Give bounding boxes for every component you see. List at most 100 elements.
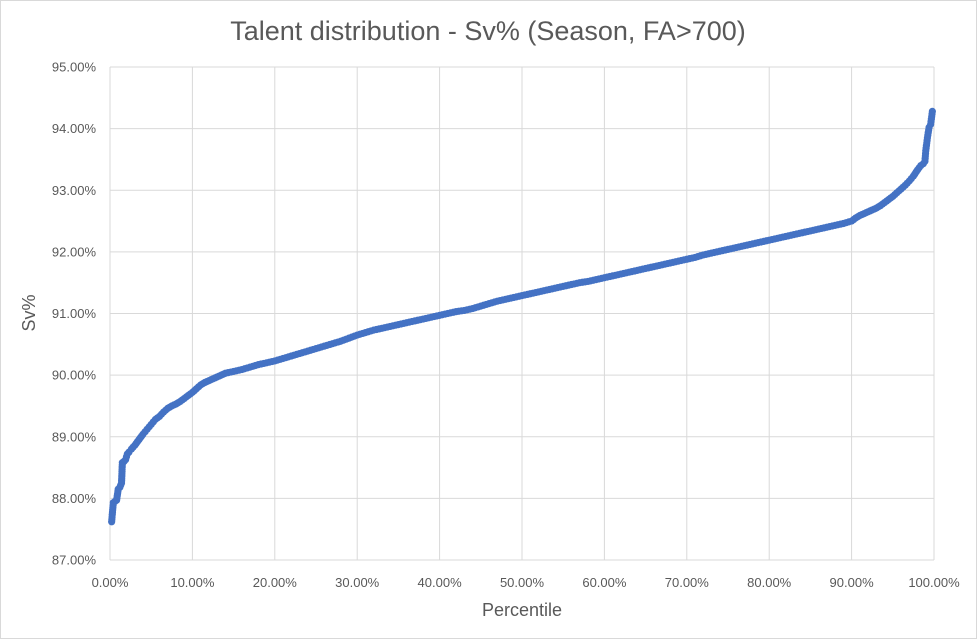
data-point — [367, 327, 375, 335]
y-tick-label: 90.00% — [52, 368, 97, 383]
data-point — [915, 164, 923, 172]
data-point — [114, 487, 122, 495]
y-tick-label: 91.00% — [52, 306, 97, 321]
x-tick-label: 100.00% — [908, 575, 960, 590]
y-axis-tick-labels: 87.00% 88.00% 89.00% 90.00% 91.00% 92.00% 93.0… — [52, 60, 97, 568]
data-point — [762, 237, 771, 245]
y-tick-label: 88.00% — [52, 491, 97, 506]
data-point — [109, 501, 117, 509]
y-tick-label: 94.00% — [52, 121, 97, 136]
data-point — [350, 332, 359, 340]
data-point — [507, 294, 515, 302]
data-point — [565, 281, 573, 289]
data-point — [284, 353, 293, 361]
data-point — [293, 350, 301, 358]
data-point — [787, 231, 795, 239]
data-point — [771, 235, 779, 243]
y-tick-label: 92.00% — [52, 244, 97, 259]
data-point — [317, 343, 326, 351]
x-tick-label: 50.00% — [500, 575, 545, 590]
data-point — [928, 110, 936, 118]
data-point — [474, 303, 482, 311]
data-point — [820, 224, 828, 232]
data-point — [383, 323, 392, 331]
data-point — [400, 319, 408, 327]
data-point — [499, 296, 507, 304]
data-point — [738, 242, 746, 250]
data-point — [606, 272, 614, 281]
data-point — [663, 259, 672, 268]
data-point — [729, 244, 738, 252]
y-tick-label: 95.00% — [52, 60, 97, 75]
data-point — [433, 312, 441, 320]
x-tick-label: 70.00% — [665, 575, 710, 590]
data-point — [556, 283, 565, 291]
x-axis-title: Percentile — [482, 600, 562, 620]
data-point — [639, 265, 647, 273]
data-point — [598, 274, 606, 282]
data-point — [342, 335, 350, 343]
x-tick-label: 30.00% — [335, 575, 380, 590]
data-point — [921, 149, 930, 158]
data-point — [392, 321, 400, 329]
data-point — [425, 314, 433, 322]
data-point — [680, 256, 688, 264]
data-point — [903, 179, 911, 187]
data-point — [227, 368, 235, 376]
data-point — [334, 338, 342, 346]
data-point — [548, 285, 556, 293]
x-tick-label: 80.00% — [747, 575, 792, 590]
data-point — [145, 423, 153, 431]
x-tick-label: 90.00% — [830, 575, 875, 590]
x-tick-label: 40.00% — [418, 575, 463, 590]
data-point — [375, 325, 383, 333]
data-point — [141, 428, 149, 436]
data-point — [466, 305, 474, 313]
x-tick-label: 60.00% — [582, 575, 627, 590]
data-point — [326, 340, 334, 349]
data-point — [449, 308, 457, 316]
data-point — [251, 361, 260, 370]
data-point — [416, 316, 424, 324]
y-axis-title: Sv% — [19, 294, 39, 331]
data-point — [812, 226, 820, 234]
data-point — [457, 307, 466, 315]
data-point — [925, 126, 933, 134]
x-axis-tick-labels: 0.00% 10.00% 20.00% 30.00% 40.00% 50.00% 60.00… — [92, 575, 961, 590]
data-points — [108, 107, 936, 526]
data-point — [523, 290, 532, 298]
data-point — [260, 359, 268, 368]
data-point — [581, 278, 589, 286]
x-tick-label: 20.00% — [253, 575, 298, 590]
data-point — [672, 258, 680, 266]
y-tick-label: 87.00% — [52, 553, 97, 568]
x-tick-label: 10.00% — [170, 575, 215, 590]
data-point — [647, 263, 655, 271]
data-point — [441, 310, 449, 318]
chart-title: Talent distribution - Sv% (Season, FA>70… — [230, 16, 746, 46]
data-point — [235, 366, 243, 374]
data-point — [532, 288, 540, 297]
data-point — [515, 292, 523, 300]
data-point — [589, 276, 598, 284]
data-point — [573, 279, 581, 287]
data-point — [118, 461, 126, 469]
data-point — [122, 453, 131, 461]
data-point — [614, 271, 622, 279]
data-point — [713, 248, 721, 256]
data-point — [804, 227, 812, 236]
data-point — [795, 229, 804, 237]
data-point — [243, 364, 251, 372]
data-point — [268, 357, 276, 366]
y-tick-label: 93.00% — [52, 183, 97, 198]
data-point — [631, 267, 639, 275]
x-tick-label: 0.00% — [92, 575, 129, 590]
data-point — [309, 345, 317, 354]
data-point — [696, 252, 705, 260]
data-point — [622, 269, 630, 277]
data-point — [276, 355, 284, 363]
data-point — [408, 317, 416, 326]
